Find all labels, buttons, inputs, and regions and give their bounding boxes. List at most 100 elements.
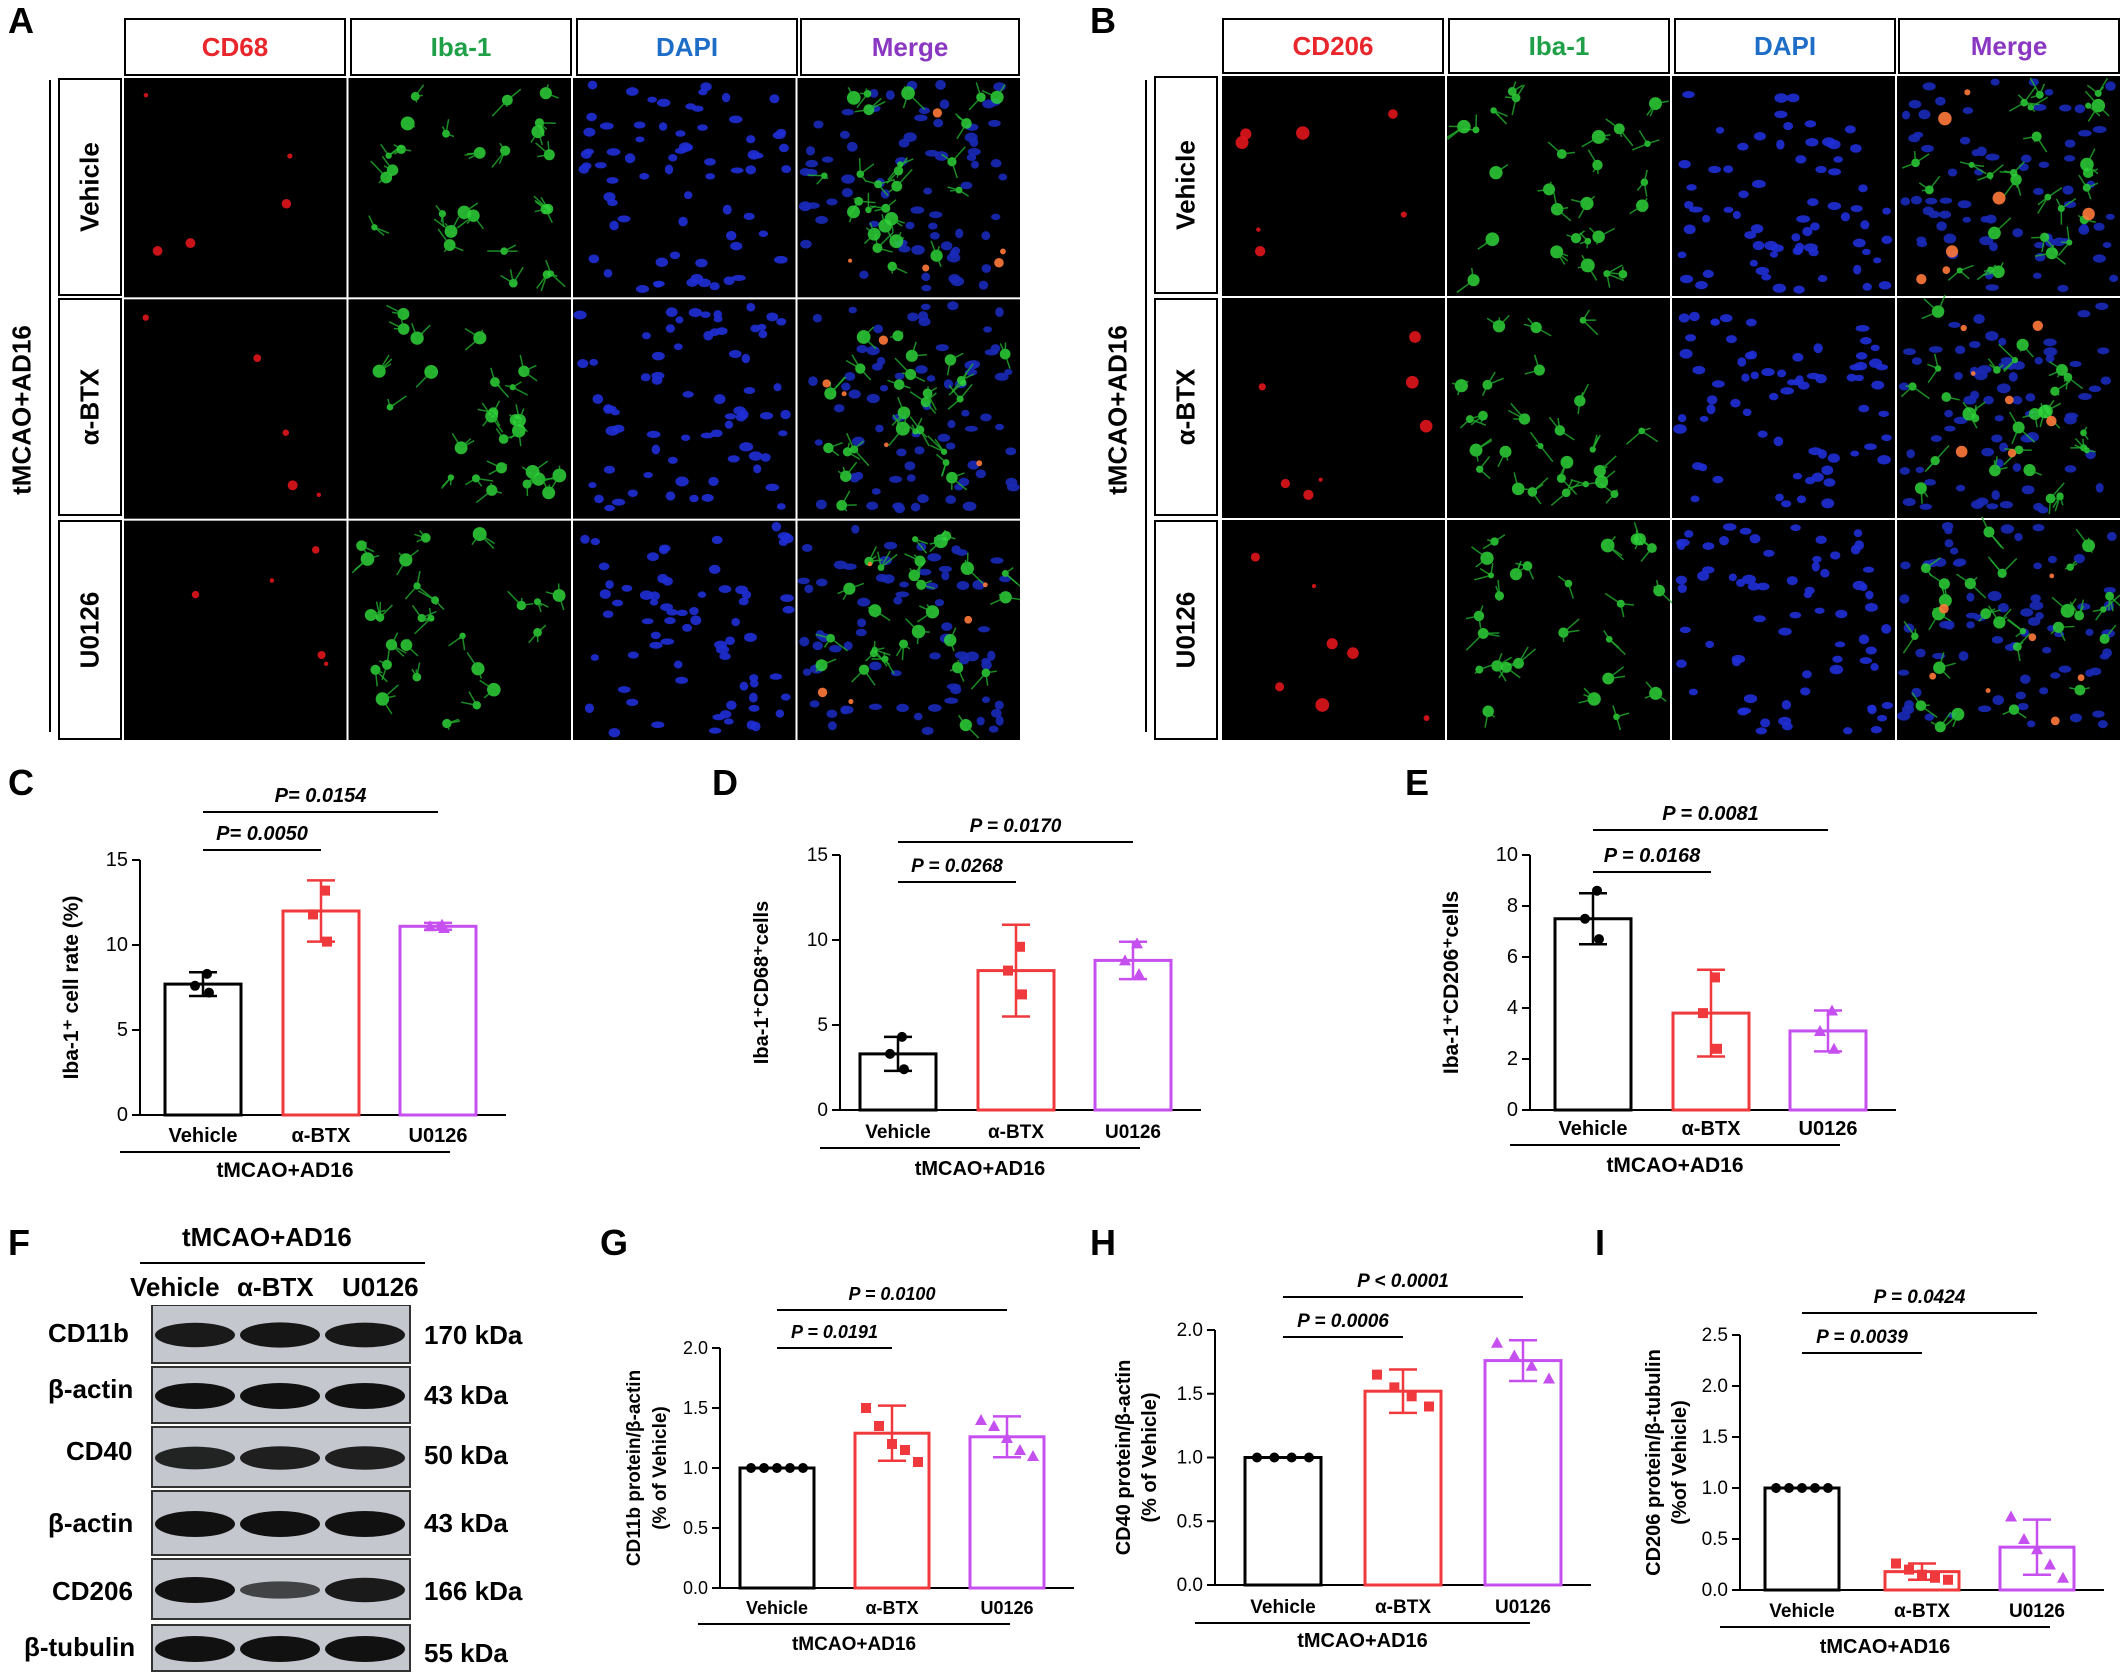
micrograph-grid-a (124, 78, 1020, 740)
wb-protein-cd11b: CD11b (48, 1318, 129, 1348)
row-label-abtx-b: α-BTX (1154, 298, 1218, 516)
blot-strip (151, 1305, 411, 1364)
chart-c: 0 5 10 15 Iba-1⁺ cell rate (%) Vehicle α-BTX U0… (60, 785, 506, 1180)
micrograph-cell (1447, 520, 1677, 740)
x-tick-label: α-BTX (865, 1598, 918, 1618)
data-point (1252, 1452, 1262, 1463)
data-point (1904, 1564, 1914, 1575)
data-point (1891, 1558, 1901, 1569)
y-axis: 0 2 4 6 8 10 (1496, 844, 1531, 1121)
p-value-label: P = 0.0424 (1874, 1287, 1966, 1308)
micrograph-cell (1446, 76, 1670, 296)
y-tick-label: 0 (817, 1100, 828, 1121)
blot-strip (151, 1426, 411, 1488)
data-point (204, 987, 214, 998)
p-value-label: P = 0.0039 (1816, 1327, 1908, 1348)
error-bar (1697, 968, 1725, 1058)
blot-strip (151, 1366, 411, 1424)
p-value-label: P < 0.0001 (1357, 1271, 1449, 1292)
y-tick-label: 10 (106, 934, 128, 956)
y-tick-label: 1.5 (1177, 1384, 1203, 1405)
data-point (899, 1064, 909, 1075)
bar-α-BTX (1363, 1389, 1443, 1587)
micrograph-cell (573, 520, 796, 740)
data-point (1131, 937, 1143, 949)
data-point (1930, 1572, 1940, 1583)
bar-α-BTX (281, 909, 361, 1117)
header-merge-b: Merge (1898, 18, 2120, 74)
panel-letter-d: D (712, 762, 738, 803)
data-point (438, 922, 450, 933)
panel-letter-c: C (8, 762, 34, 803)
y-axis: 0.0 0.5 1.0 1.5 2.0 (683, 1338, 721, 1598)
blot-strip (151, 1558, 411, 1620)
blot-strip (151, 1490, 411, 1556)
x-tick-label: Vehicle (169, 1125, 238, 1147)
x-tick-label: Vehicle (746, 1598, 808, 1618)
data-point (1304, 1452, 1314, 1463)
bar-Vehicle (163, 982, 243, 1117)
y-axis-label-2: (% of Vehicle) (650, 1406, 671, 1530)
row-label-vehicle-b: Vehicle (1154, 76, 1218, 294)
y-tick-label: 1.5 (683, 1398, 708, 1418)
group-label-b: tMCAO+AD16 (1102, 325, 1133, 495)
y-tick-label: 2.0 (683, 1338, 708, 1358)
data-point (2005, 1510, 2017, 1522)
data-point (785, 1463, 795, 1473)
y-axis: 0 5 10 15 (106, 849, 141, 1126)
y-tick-label: 2.0 (1177, 1320, 1203, 1341)
data-point (1810, 1483, 1820, 1493)
header-cd68: CD68 (124, 18, 346, 76)
wb-protein-cd206: CD206 (52, 1576, 133, 1606)
data-point (1017, 989, 1027, 1000)
micrograph-cell (797, 78, 1020, 298)
group-label: tMCAO+AD16 (1606, 1154, 1743, 1177)
y-tick-label: 15 (106, 849, 128, 871)
micrograph-grid-b (1222, 76, 2120, 740)
x-tick-label: U0126 (1799, 1118, 1858, 1140)
data-point (1592, 885, 1602, 896)
micrograph-cell (124, 78, 347, 298)
data-point (320, 885, 330, 896)
data-point (1406, 1391, 1417, 1402)
group-label: tMCAO+AD16 (216, 1159, 353, 1180)
data-point (1133, 968, 1145, 979)
wb-lane-abtx: α-BTX (237, 1272, 314, 1302)
data-point (1712, 1043, 1722, 1054)
x-tick-label: U0126 (409, 1125, 468, 1147)
micrograph-cell (1222, 76, 1445, 296)
data-point (1508, 1349, 1521, 1361)
panel-letter-a: A (8, 0, 34, 41)
bar-U0126 (1483, 1359, 1563, 1587)
p-value-label: P= 0.0050 (216, 823, 308, 845)
y-tick-label: 6 (1507, 946, 1518, 968)
p-value-label: P = 0.0006 (1297, 1311, 1389, 1332)
header-dapi-b: DAPI (1674, 18, 1896, 74)
data-point (1491, 1336, 1503, 1348)
data-point (1269, 1452, 1280, 1463)
bar-Vehicle (738, 1466, 816, 1590)
wb-size-cd206: 166 kDa (424, 1576, 523, 1606)
x-tick-label: α-BTX (1682, 1118, 1742, 1140)
data-point (2044, 1558, 2056, 1570)
micrograph-cell (1672, 76, 1895, 296)
y-axis-label: Iba-1⁺CD206⁺cells (1440, 891, 1463, 1074)
bar-U0126 (398, 924, 478, 1117)
data-point (202, 968, 212, 979)
header-dapi: DAPI (576, 18, 798, 76)
micrograph-cell (797, 520, 1020, 740)
x-tick-label: α-BTX (1894, 1601, 1950, 1622)
wb-lane-vehicle: Vehicle (130, 1272, 220, 1302)
data-point (1917, 1569, 1927, 1580)
wb-protein-cd40: CD40 (66, 1436, 133, 1466)
data-point (1389, 1382, 1400, 1393)
y-tick-label: 2 (1507, 1048, 1518, 1070)
x-tick-label: α-BTX (1375, 1597, 1431, 1618)
bar-Vehicle (1243, 1456, 1323, 1587)
y-tick-label: 10 (807, 930, 828, 951)
y-axis-label-2: (%of Vehicle) (1669, 1400, 1691, 1524)
micrograph-cell (348, 520, 571, 740)
row-label-u0126-b: U0126 (1154, 520, 1218, 740)
data-point (988, 1420, 1000, 1431)
y-axis: 0.0 0.5 1.0 1.5 2.0 (1177, 1320, 1216, 1596)
